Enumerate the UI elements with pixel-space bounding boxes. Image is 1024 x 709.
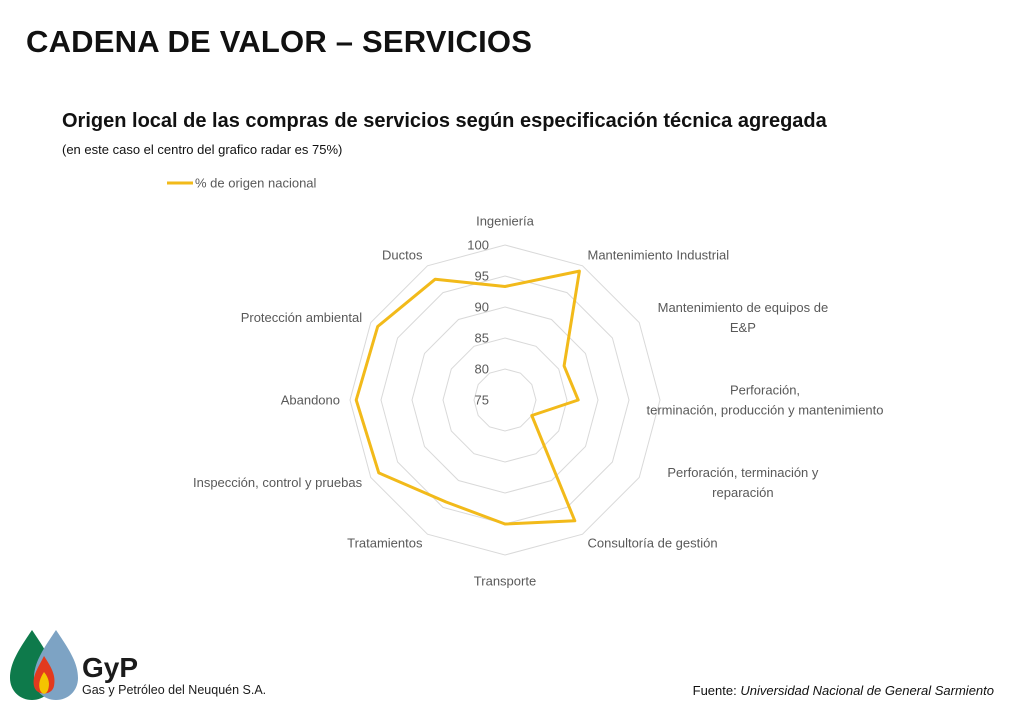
category-label: Mantenimiento de equipos de bbox=[658, 300, 829, 315]
category-label: Tratamientos bbox=[347, 535, 423, 550]
category-label: Abandono bbox=[281, 393, 340, 408]
series-line-0 bbox=[354, 269, 581, 526]
category-labels: Ingeniería Mantenimiento Industrial Manten… bbox=[193, 214, 884, 589]
chart-legend: % de origen nacional bbox=[167, 176, 317, 191]
category-label: E&P bbox=[730, 320, 756, 335]
category-label: Inspección, control y pruebas bbox=[193, 475, 363, 490]
radial-tick-label: 85 bbox=[475, 331, 489, 346]
source-label: Fuente: bbox=[692, 683, 737, 698]
category-label: Mantenimiento Industrial bbox=[588, 248, 730, 263]
chart-note: (en este caso el centro del grafico rada… bbox=[62, 142, 343, 157]
category-label: terminación, producción y mantenimiento bbox=[646, 403, 883, 418]
source-credit: Fuente: Universidad Nacional de General … bbox=[693, 683, 994, 698]
radial-tick-label: 100 bbox=[467, 238, 489, 253]
category-label: Perforación, bbox=[730, 383, 800, 398]
radial-tick-label: 80 bbox=[475, 362, 489, 377]
category-label: reparación bbox=[712, 485, 773, 500]
radial-axis-ticks: 75 80 85 90 95 100 bbox=[467, 238, 489, 408]
grid-ring-3 bbox=[411, 306, 599, 494]
page-title: CADENA DE VALOR – SERVICIOS bbox=[26, 24, 533, 59]
radar-series bbox=[354, 269, 581, 526]
radial-tick-label: 95 bbox=[475, 269, 489, 284]
radial-tick-label: 90 bbox=[475, 300, 489, 315]
grid-ring-1 bbox=[473, 368, 537, 432]
grid-ring-2 bbox=[442, 337, 568, 463]
gyp-logo: GyP Gas y Petróleo del Neuquén S.A. bbox=[10, 630, 266, 700]
source-name: Universidad Nacional de General Sarmient… bbox=[740, 683, 994, 698]
chart-subtitle: Origen local de las compras de servicios… bbox=[62, 110, 827, 132]
category-label: Consultoría de gestión bbox=[588, 535, 718, 550]
legend-label: % de origen nacional bbox=[195, 176, 317, 191]
logo-text: GyP bbox=[82, 652, 138, 683]
logo-subtext: Gas y Petróleo del Neuquén S.A. bbox=[82, 683, 266, 697]
grid-ring-4 bbox=[380, 275, 630, 525]
category-label: Protección ambiental bbox=[241, 310, 363, 325]
radial-tick-label: 75 bbox=[475, 393, 489, 408]
category-label: Ductos bbox=[382, 248, 423, 263]
radar-grid bbox=[349, 244, 661, 556]
category-label: Transporte bbox=[474, 574, 536, 589]
logo-flame-inner bbox=[39, 672, 49, 694]
grid-ring-5 bbox=[349, 244, 661, 556]
category-label: Perforación, terminación y bbox=[667, 465, 819, 480]
category-label: Ingeniería bbox=[476, 214, 535, 229]
